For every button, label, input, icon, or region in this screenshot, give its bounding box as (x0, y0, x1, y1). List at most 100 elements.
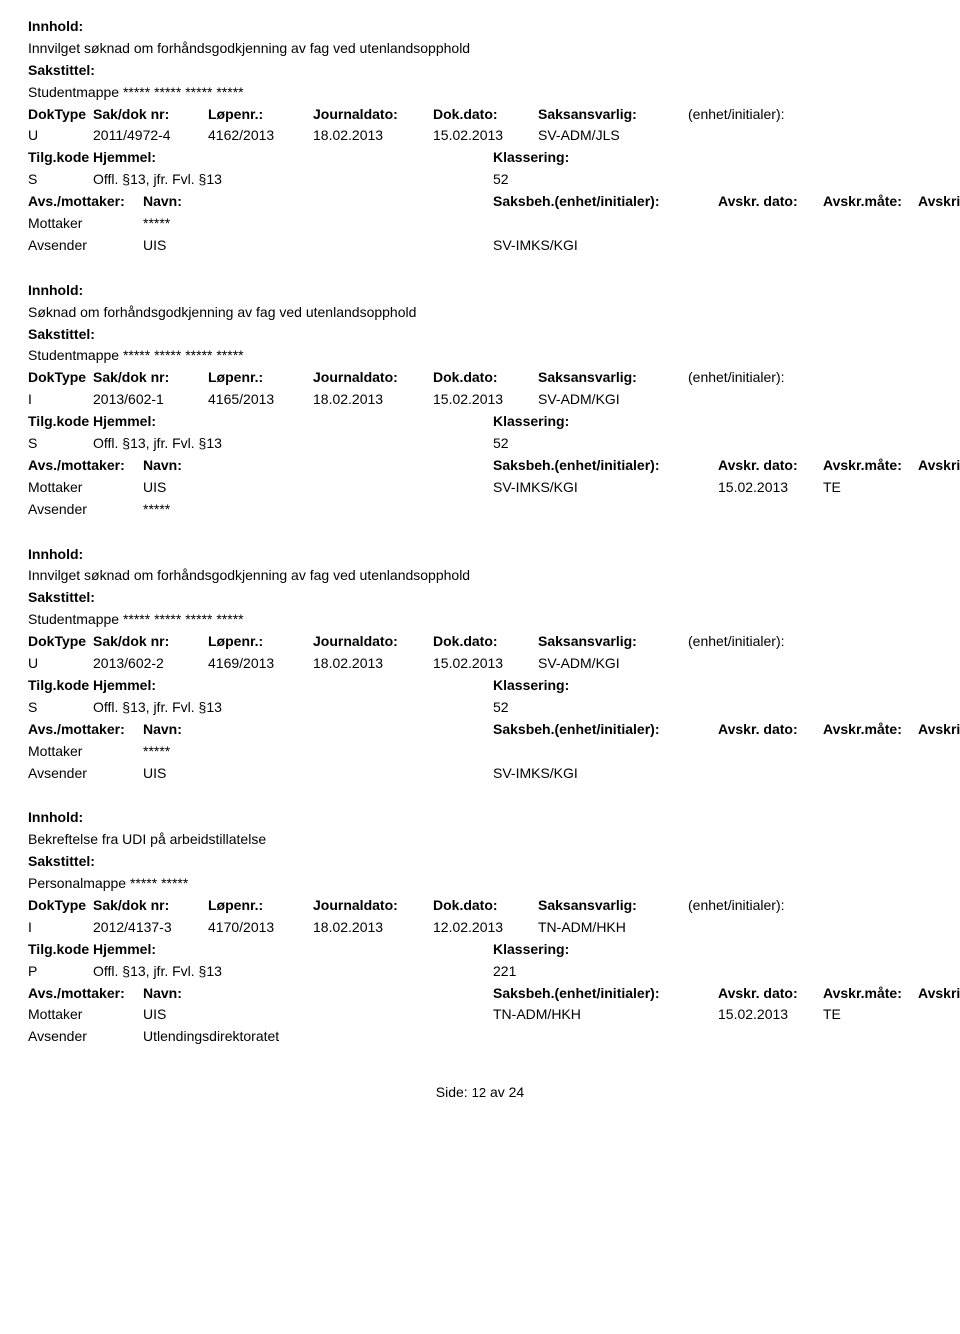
page-footer: Side: 12 av 24 (28, 1084, 932, 1100)
klassering-header: Klassering: (493, 676, 613, 695)
enhet-header: (enhet/initialer): (688, 632, 848, 651)
dokdato-header: Dok.dato: (433, 105, 538, 124)
sakdoknr-value: 2011/4972-4 (93, 126, 208, 145)
saksbeh-value: SV-IMKS/KGI (493, 236, 718, 255)
col-header-row: DokType Sak/dok nr: Løpenr.: Journaldato… (28, 105, 932, 124)
doktype-value: U (28, 126, 93, 145)
avskrmate-header: Avskr.måte: (823, 192, 918, 211)
value-row: I 2013/602-1 4165/2013 18.02.2013 15.02.… (28, 390, 932, 409)
avskrdato-header: Avskr. dato: (718, 192, 823, 211)
hjemmel-value: Offl. §13, jfr. Fvl. §13 (93, 434, 493, 453)
doktype-value: U (28, 654, 93, 673)
sakstittel-label: Sakstittel: (28, 61, 932, 80)
saksansvarlig-value: SV-ADM/KGI (538, 390, 688, 409)
klassering-header: Klassering: (493, 412, 613, 431)
avskrmate-value: TE (823, 478, 918, 497)
tilgkode-header: Tilg.kode (28, 940, 93, 959)
klassering-value: 52 (493, 698, 613, 717)
mottaker-label: Mottaker (28, 742, 143, 761)
sakstittel-value: Studentmappe ***** ***** ***** ***** (28, 83, 932, 102)
saksansvarlig-header: Saksansvarlig: (538, 632, 688, 651)
avskrmate-header: Avskr.måte: (823, 456, 918, 475)
tilg-row-header: Tilg.kode Hjemmel: Klassering: (28, 940, 932, 959)
tilgkode-header: Tilg.kode (28, 412, 93, 431)
mottaker-row: Mottaker ***** (28, 214, 932, 233)
lopenr-value: 4165/2013 (208, 390, 313, 409)
navn-header: Navn: (143, 720, 493, 739)
saksansvarlig-value: TN-ADM/HKH (538, 918, 688, 937)
klassering-value: 52 (493, 434, 613, 453)
innhold-value: Innvilget søknad om forhåndsgodkjenning … (28, 566, 932, 585)
hjemmel-value: Offl. §13, jfr. Fvl. §13 (93, 962, 493, 981)
hjemmel-header: Hjemmel: (93, 148, 493, 167)
lopenr-header: Løpenr.: (208, 368, 313, 387)
sakstittel-value: Studentmappe ***** ***** ***** ***** (28, 346, 932, 365)
avskrdato-value: 15.02.2013 (718, 1005, 823, 1024)
col-header-row: DokType Sak/dok nr: Løpenr.: Journaldato… (28, 896, 932, 915)
lopenr-header: Løpenr.: (208, 105, 313, 124)
saksansvarlig-value: SV-ADM/JLS (538, 126, 688, 145)
avsender-label: Avsender (28, 1027, 143, 1046)
saksansvarlig-header: Saksansvarlig: (538, 105, 688, 124)
lopenr-value: 4162/2013 (208, 126, 313, 145)
record: Innhold: Innvilget søknad om forhåndsgod… (28, 545, 932, 783)
dokdato-value: 15.02.2013 (433, 390, 538, 409)
tilgkode-value: S (28, 698, 93, 717)
journaldato-header: Journaldato: (313, 632, 433, 651)
saksbeh-value: SV-IMKS/KGI (493, 764, 718, 783)
navn-header: Navn: (143, 984, 493, 1003)
dokdato-header: Dok.dato: (433, 368, 538, 387)
avsender-row: Avsender UIS SV-IMKS/KGI (28, 764, 932, 783)
tilg-row-header: Tilg.kode Hjemmel: Klassering: (28, 676, 932, 695)
mottaker-label: Mottaker (28, 1005, 143, 1024)
sakstittel-label: Sakstittel: (28, 588, 932, 607)
klassering-value: 52 (493, 170, 613, 189)
mottaker-row: Mottaker ***** (28, 742, 932, 761)
avskrdato-header: Avskr. dato: (718, 456, 823, 475)
avskrdato-value: 15.02.2013 (718, 478, 823, 497)
dokdato-header: Dok.dato: (433, 896, 538, 915)
doktype-header: DokType (28, 896, 93, 915)
klassering-value: 221 (493, 962, 613, 981)
dokdato-value: 15.02.2013 (433, 126, 538, 145)
mottaker-value: ***** (143, 214, 493, 233)
saksbeh-header: Saksbeh.(enhet/initialer): (493, 720, 718, 739)
hjemmel-header: Hjemmel: (93, 676, 493, 695)
avskrlnr-header: Avskriv lnr.: (918, 720, 960, 739)
klassering-header: Klassering: (493, 940, 613, 959)
lopenr-header: Løpenr.: (208, 896, 313, 915)
value-row: U 2011/4972-4 4162/2013 18.02.2013 15.02… (28, 126, 932, 145)
page-total: 24 (509, 1084, 525, 1100)
avs-header-row: Avs./mottaker: Navn: Saksbeh.(enhet/init… (28, 984, 932, 1003)
avsender-label: Avsender (28, 236, 143, 255)
tilg-row-value: S Offl. §13, jfr. Fvl. §13 52 (28, 434, 932, 453)
saksbeh-header: Saksbeh.(enhet/initialer): (493, 984, 718, 1003)
klassering-header: Klassering: (493, 148, 613, 167)
sakdoknr-header: Sak/dok nr: (93, 368, 208, 387)
innhold-label: Innhold: (28, 545, 932, 564)
tilgkode-value: P (28, 962, 93, 981)
avsender-value: Utlendingsdirektoratet (143, 1027, 493, 1046)
avskrlnr-header: Avskriv lnr.: (918, 984, 960, 1003)
innhold-value: Bekreftelse fra UDI på arbeidstillatelse (28, 830, 932, 849)
navn-header: Navn: (143, 456, 493, 475)
tilgkode-value: S (28, 170, 93, 189)
page-number: 12 (472, 1085, 486, 1100)
innhold-label: Innhold: (28, 808, 932, 827)
record: Innhold: Bekreftelse fra UDI på arbeidst… (28, 808, 932, 1046)
saksbeh-header: Saksbeh.(enhet/initialer): (493, 192, 718, 211)
journaldato-value: 18.02.2013 (313, 390, 433, 409)
record: Innhold: Søknad om forhåndsgodkjenning a… (28, 281, 932, 519)
enhet-header: (enhet/initialer): (688, 896, 848, 915)
avsender-row: Avsender UIS SV-IMKS/KGI (28, 236, 932, 255)
doktype-header: DokType (28, 368, 93, 387)
mottaker-row: Mottaker UIS SV-IMKS/KGI 15.02.2013 TE (28, 478, 932, 497)
sakdoknr-value: 2012/4137-3 (93, 918, 208, 937)
avsender-row: Avsender ***** (28, 500, 932, 519)
avsender-value: ***** (143, 500, 493, 519)
avsender-label: Avsender (28, 764, 143, 783)
sakdoknr-header: Sak/dok nr: (93, 632, 208, 651)
dokdato-header: Dok.dato: (433, 632, 538, 651)
avsmottaker-header: Avs./mottaker: (28, 984, 143, 1003)
innhold-value: Søknad om forhåndsgodkjenning av fag ved… (28, 303, 932, 322)
